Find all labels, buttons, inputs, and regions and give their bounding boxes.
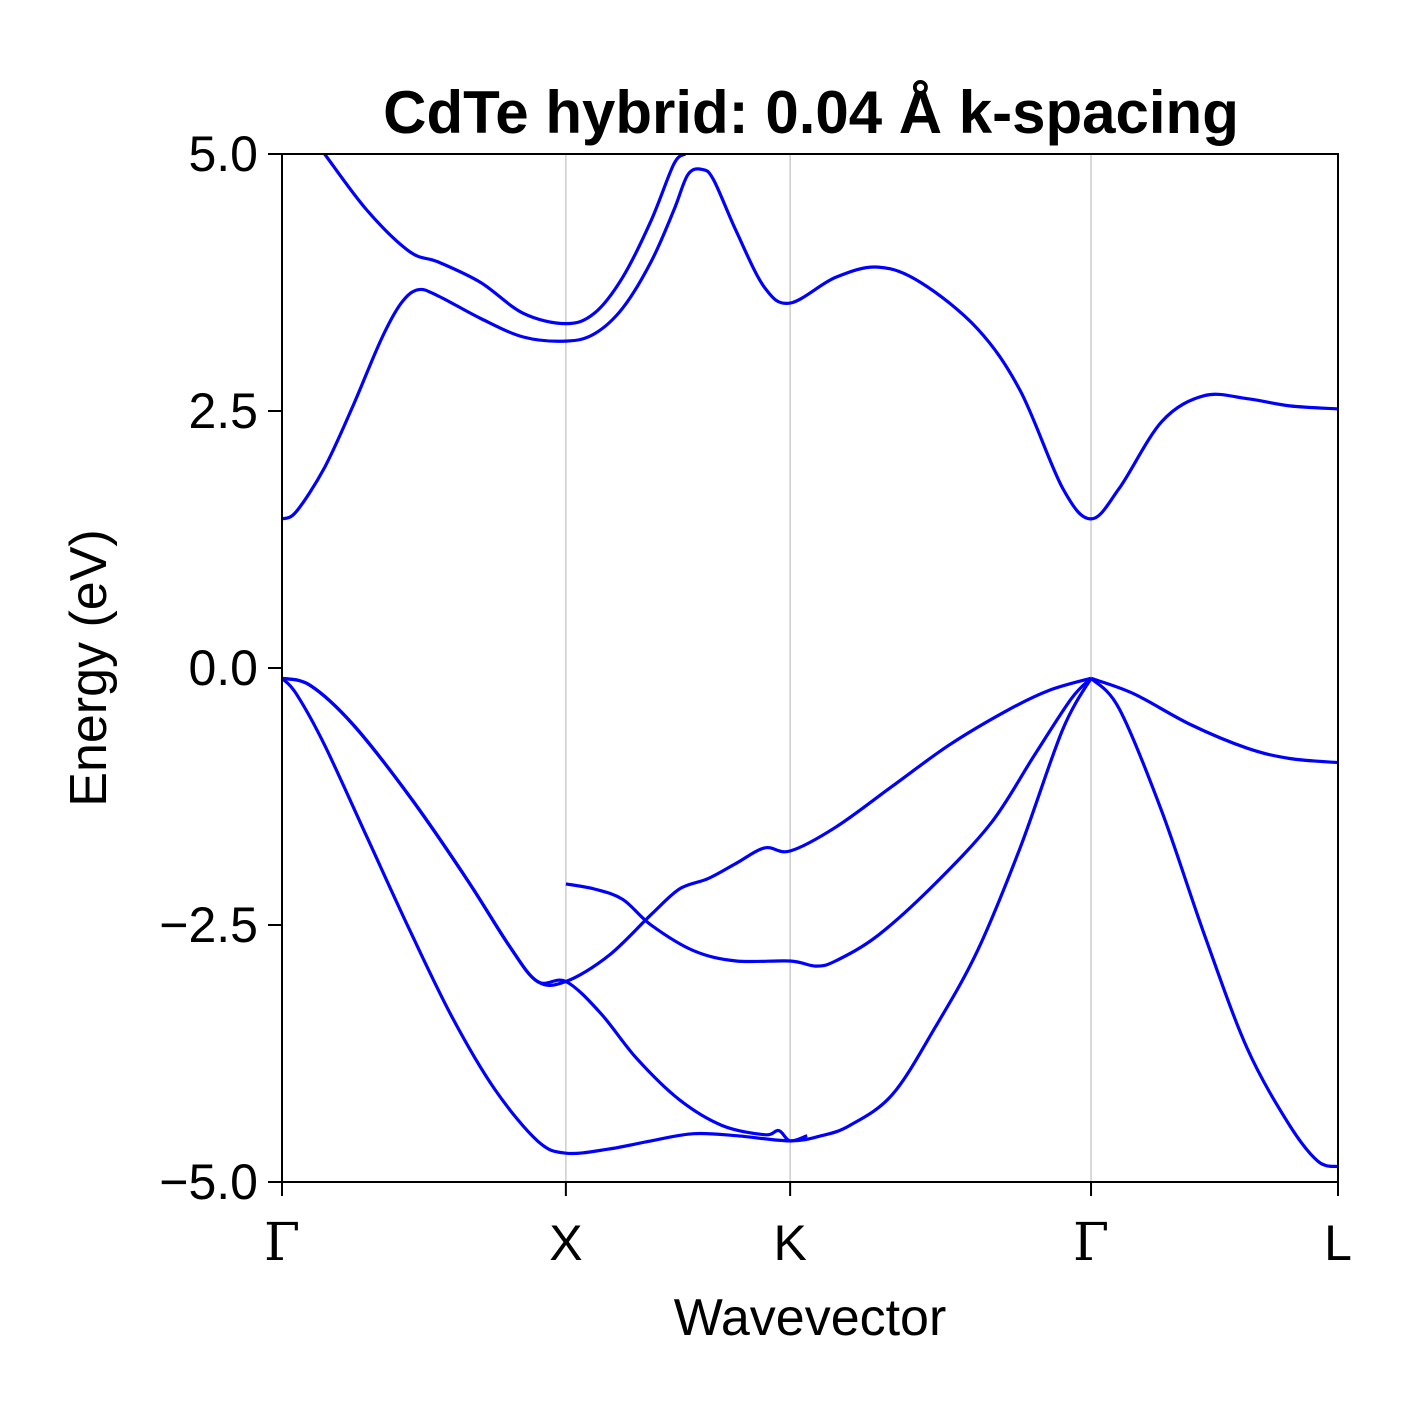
band-line [281,676,808,1143]
band-line [281,167,1339,521]
x-tick-label: Γ [264,1213,300,1273]
x-tick-label: Γ [1073,1213,1109,1273]
band-line [565,677,1093,968]
chart-title: CdTe hybrid: 0.04 Å k-spacing [383,79,1239,146]
y-tick-label: 5.0 [188,126,258,182]
band-line [1090,676,1339,765]
x-tick-label: X [549,1215,582,1271]
plot-area [280,152,1339,1183]
band-lines [280,152,1339,1169]
x-axis-label: Wavevector [674,1289,947,1347]
x-tick-label: L [1324,1215,1352,1271]
y-axis-label: Energy (eV) [60,529,118,806]
band-line [1089,677,1339,1169]
y-tick-label: −5.0 [159,1154,258,1210]
y-tick-label: −2.5 [159,897,258,953]
x-tick-label: K [773,1215,806,1271]
high-symmetry-gridlines [565,154,1092,1182]
y-tick-label: 2.5 [188,383,258,439]
band-line [323,152,687,326]
y-axis: 5.0 2.5 0.0 −2.5 −5.0 [159,126,282,1210]
y-tick-label: 0.0 [188,640,258,696]
plot-frame [282,154,1338,1182]
band-line [280,677,1093,1156]
